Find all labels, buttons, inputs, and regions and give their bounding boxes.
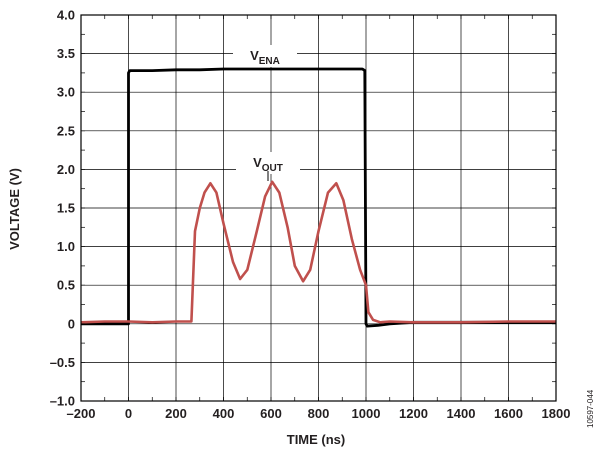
y-tick-label: 4.0 bbox=[57, 8, 75, 23]
y-tick-label: 3.5 bbox=[57, 46, 75, 61]
y-tick-label: 2.5 bbox=[57, 123, 75, 138]
y-tick-label: 1.5 bbox=[57, 201, 75, 216]
x-tick-label: –200 bbox=[67, 406, 96, 421]
x-tick-label: 400 bbox=[213, 406, 235, 421]
x-axis-title: TIME (ns) bbox=[287, 432, 346, 447]
series-label-background bbox=[233, 45, 297, 67]
x-tick-label: 1400 bbox=[447, 406, 476, 421]
x-tick-label: 200 bbox=[165, 406, 187, 421]
series-labels: VENA VOUT bbox=[233, 45, 300, 181]
figure-id: 10597-044 bbox=[586, 389, 595, 428]
y-tick-label: –0.5 bbox=[50, 355, 75, 370]
series-label-v-ena: VENA bbox=[250, 48, 280, 67]
x-tick-label: 1600 bbox=[494, 406, 523, 421]
x-tick-label: 1000 bbox=[352, 406, 381, 421]
grid bbox=[81, 15, 556, 401]
series-label-background bbox=[236, 152, 300, 174]
series-line-v-ena bbox=[81, 67, 556, 328]
y-axis-title: VOLTAGE (V) bbox=[7, 168, 22, 250]
x-tick-label: 0 bbox=[125, 406, 132, 421]
y-tick-label: 0.5 bbox=[57, 278, 75, 293]
x-tick-label: 600 bbox=[260, 406, 282, 421]
y-tick-label: 3.0 bbox=[57, 85, 75, 100]
axis-ticks bbox=[81, 15, 556, 401]
y-tick-label: 0 bbox=[68, 316, 75, 331]
x-tick-label: 1200 bbox=[399, 406, 428, 421]
x-tick-label: 800 bbox=[308, 406, 330, 421]
y-tick-label: –1.0 bbox=[50, 394, 75, 409]
series-label-v-out: VOUT bbox=[253, 155, 283, 174]
series-layer bbox=[80, 67, 556, 328]
x-tick-label: 1800 bbox=[542, 406, 571, 421]
y-tick-label: 1.0 bbox=[57, 239, 75, 254]
series-line-v-out bbox=[80, 180, 556, 324]
y-tick-label: 2.0 bbox=[57, 162, 75, 177]
tick-labels: –200 0 200 400 600 800 1000 1200 1400 1600 1800 –1.… bbox=[50, 8, 571, 422]
